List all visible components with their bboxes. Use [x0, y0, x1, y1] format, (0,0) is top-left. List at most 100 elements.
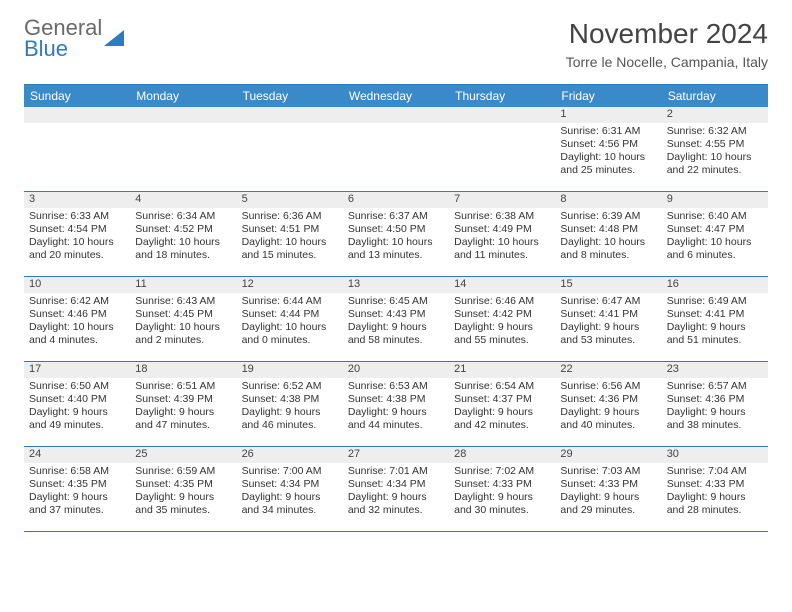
- sunrise-line: Sunrise: 6:58 AM: [29, 465, 125, 478]
- sunset-line: Sunset: 4:36 PM: [667, 393, 763, 406]
- sunrise-line: Sunrise: 6:43 AM: [135, 295, 231, 308]
- daylight-line: Daylight: 9 hours and 47 minutes.: [135, 406, 231, 432]
- daylight-line: Daylight: 9 hours and 38 minutes.: [667, 406, 763, 432]
- sunrise-line: Sunrise: 6:57 AM: [667, 380, 763, 393]
- day-number: 26: [237, 447, 343, 463]
- sunset-line: Sunset: 4:43 PM: [348, 308, 444, 321]
- sunrise-line: Sunrise: 6:40 AM: [667, 210, 763, 223]
- sunrise-line: Sunrise: 6:45 AM: [348, 295, 444, 308]
- sunset-line: Sunset: 4:41 PM: [560, 308, 656, 321]
- day-cell: 28Sunrise: 7:02 AMSunset: 4:33 PMDayligh…: [449, 447, 555, 531]
- daylight-line: Daylight: 9 hours and 29 minutes.: [560, 491, 656, 517]
- daylight-line: Daylight: 10 hours and 20 minutes.: [29, 236, 125, 262]
- sunrise-line: Sunrise: 6:36 AM: [242, 210, 338, 223]
- sunrise-line: Sunrise: 6:47 AM: [560, 295, 656, 308]
- daylight-line: Daylight: 10 hours and 15 minutes.: [242, 236, 338, 262]
- week-row: 3Sunrise: 6:33 AMSunset: 4:54 PMDaylight…: [24, 192, 768, 277]
- day-cell: 3Sunrise: 6:33 AMSunset: 4:54 PMDaylight…: [24, 192, 130, 276]
- daylight-line: Daylight: 9 hours and 42 minutes.: [454, 406, 550, 432]
- sunset-line: Sunset: 4:51 PM: [242, 223, 338, 236]
- day-cell-empty: [449, 107, 555, 191]
- day-cell: 21Sunrise: 6:54 AMSunset: 4:37 PMDayligh…: [449, 362, 555, 446]
- sunset-line: Sunset: 4:56 PM: [560, 138, 656, 151]
- sunset-line: Sunset: 4:33 PM: [454, 478, 550, 491]
- weekday-monday: Monday: [130, 85, 236, 107]
- day-cell: 29Sunrise: 7:03 AMSunset: 4:33 PMDayligh…: [555, 447, 661, 531]
- sunrise-line: Sunrise: 6:53 AM: [348, 380, 444, 393]
- sunrise-line: Sunrise: 6:39 AM: [560, 210, 656, 223]
- sunrise-line: Sunrise: 6:46 AM: [454, 295, 550, 308]
- sunset-line: Sunset: 4:50 PM: [348, 223, 444, 236]
- location: Torre le Nocelle, Campania, Italy: [566, 54, 768, 70]
- daylight-line: Daylight: 9 hours and 49 minutes.: [29, 406, 125, 432]
- day-number: 24: [24, 447, 130, 463]
- day-number: [130, 107, 236, 123]
- daylight-line: Daylight: 9 hours and 34 minutes.: [242, 491, 338, 517]
- sunset-line: Sunset: 4:41 PM: [667, 308, 763, 321]
- day-number: [449, 107, 555, 123]
- sunset-line: Sunset: 4:36 PM: [560, 393, 656, 406]
- weekday-header-row: SundayMondayTuesdayWednesdayThursdayFrid…: [24, 85, 768, 107]
- daylight-line: Daylight: 10 hours and 2 minutes.: [135, 321, 231, 347]
- day-cell: 23Sunrise: 6:57 AMSunset: 4:36 PMDayligh…: [662, 362, 768, 446]
- day-cell: 30Sunrise: 7:04 AMSunset: 4:33 PMDayligh…: [662, 447, 768, 531]
- day-cell: 15 Sunrise: 6:47 AMSunset: 4:41 PMDayligh…: [555, 277, 661, 361]
- day-number: [343, 107, 449, 123]
- calendar: SundayMondayTuesdayWednesdayThursdayFrid…: [24, 84, 768, 532]
- sunset-line: Sunset: 4:37 PM: [454, 393, 550, 406]
- day-number: 25: [130, 447, 236, 463]
- day-cell: 16Sunrise: 6:49 AMSunset: 4:41 PMDayligh…: [662, 277, 768, 361]
- day-number: [24, 107, 130, 123]
- day-cell: 14Sunrise: 6:46 AMSunset: 4:42 PMDayligh…: [449, 277, 555, 361]
- sunset-line: Sunset: 4:34 PM: [242, 478, 338, 491]
- sunset-line: Sunset: 4:49 PM: [454, 223, 550, 236]
- sunset-line: Sunset: 4:45 PM: [135, 308, 231, 321]
- sunrise-line: Sunrise: 7:03 AM: [560, 465, 656, 478]
- sunrise-line: Sunrise: 6:49 AM: [667, 295, 763, 308]
- sunset-line: Sunset: 4:33 PM: [667, 478, 763, 491]
- day-number: 11: [130, 277, 236, 293]
- daylight-line: Daylight: 9 hours and 53 minutes.: [560, 321, 656, 347]
- day-number: 10: [24, 277, 130, 293]
- day-number: 30: [662, 447, 768, 463]
- day-number: 8: [555, 192, 661, 208]
- sunrise-line: Sunrise: 6:34 AM: [135, 210, 231, 223]
- day-cell: 13Sunrise: 6:45 AMSunset: 4:43 PMDayligh…: [343, 277, 449, 361]
- sunrise-line: Sunrise: 6:31 AM: [560, 125, 656, 138]
- day-number: 4: [130, 192, 236, 208]
- sunrise-line: Sunrise: 6:51 AM: [135, 380, 231, 393]
- daylight-line: Daylight: 10 hours and 25 minutes.: [560, 151, 656, 177]
- day-cell: 20Sunrise: 6:53 AMSunset: 4:38 PMDayligh…: [343, 362, 449, 446]
- day-cell: 10Sunrise: 6:42 AMSunset: 4:46 PMDayligh…: [24, 277, 130, 361]
- day-number: 14: [449, 277, 555, 293]
- logo: General Blue: [24, 18, 124, 60]
- day-cell: 1Sunrise: 6:31 AMSunset: 4:56 PMDaylight…: [555, 107, 661, 191]
- day-number: 15: [555, 277, 661, 293]
- logo-text: General Blue: [24, 18, 102, 60]
- week-row: 24Sunrise: 6:58 AMSunset: 4:35 PMDayligh…: [24, 447, 768, 532]
- sunrise-line: Sunrise: 6:32 AM: [667, 125, 763, 138]
- sunrise-line: Sunrise: 6:33 AM: [29, 210, 125, 223]
- weekday-tuesday: Tuesday: [237, 85, 343, 107]
- sunset-line: Sunset: 4:44 PM: [242, 308, 338, 321]
- day-cell: 26Sunrise: 7:00 AMSunset: 4:34 PMDayligh…: [237, 447, 343, 531]
- day-cell: 2Sunrise: 6:32 AMSunset: 4:55 PMDaylight…: [662, 107, 768, 191]
- logo-line2: Blue: [24, 39, 102, 60]
- sunrise-line: Sunrise: 7:02 AM: [454, 465, 550, 478]
- sunset-line: Sunset: 4:55 PM: [667, 138, 763, 151]
- day-number: 20: [343, 362, 449, 378]
- sunrise-line: Sunrise: 6:44 AM: [242, 295, 338, 308]
- daylight-line: Daylight: 10 hours and 13 minutes.: [348, 236, 444, 262]
- sunset-line: Sunset: 4:46 PM: [29, 308, 125, 321]
- week-row: 10Sunrise: 6:42 AMSunset: 4:46 PMDayligh…: [24, 277, 768, 362]
- sunset-line: Sunset: 4:38 PM: [348, 393, 444, 406]
- day-cell: 9Sunrise: 6:40 AMSunset: 4:47 PMDaylight…: [662, 192, 768, 276]
- daylight-line: Daylight: 10 hours and 0 minutes.: [242, 321, 338, 347]
- day-number: 17: [24, 362, 130, 378]
- daylight-line: Daylight: 10 hours and 18 minutes.: [135, 236, 231, 262]
- day-cell-empty: [24, 107, 130, 191]
- day-cell: 4Sunrise: 6:34 AMSunset: 4:52 PMDaylight…: [130, 192, 236, 276]
- daylight-line: Daylight: 9 hours and 40 minutes.: [560, 406, 656, 432]
- sunrise-line: Sunrise: 6:38 AM: [454, 210, 550, 223]
- month-title: November 2024: [566, 18, 768, 50]
